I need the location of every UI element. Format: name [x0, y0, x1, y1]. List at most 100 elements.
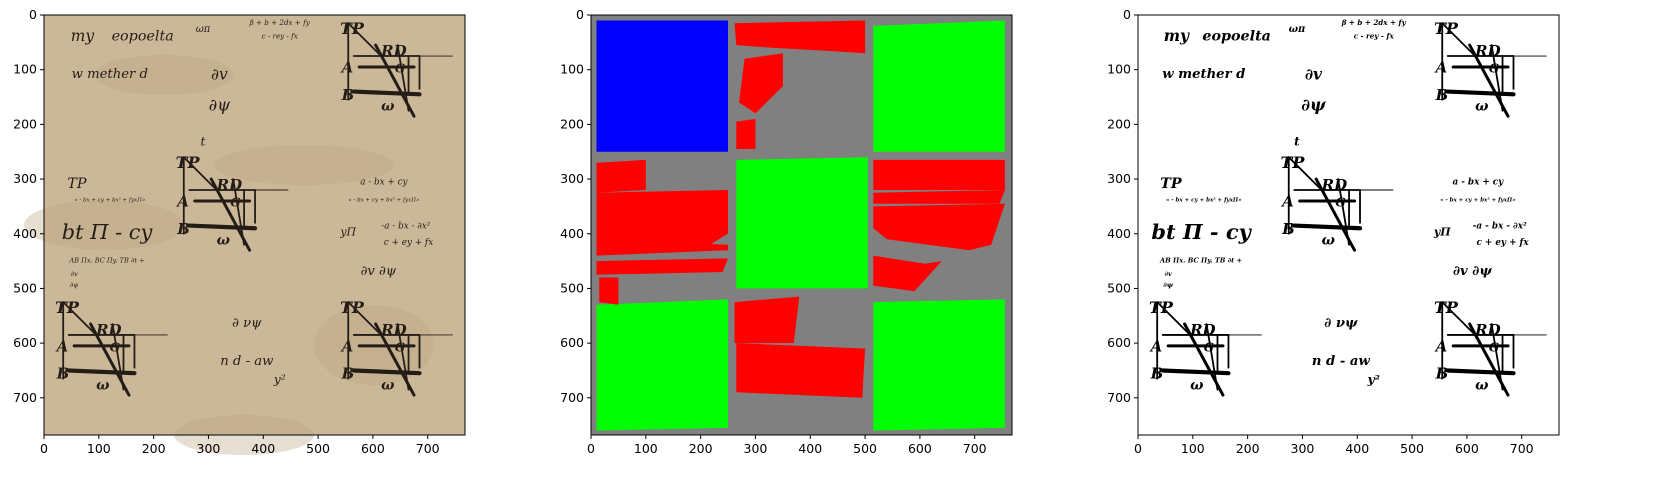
svg-text:G: G [1204, 340, 1214, 354]
svg-text:B: B [1281, 220, 1295, 238]
geometry-diagram: TP RD AB Gω [1434, 298, 1547, 397]
geometry-diagram: TP RD AB Gω [175, 153, 289, 252]
svg-text:ω: ω [1190, 378, 1204, 394]
y-tick-label: 700 [13, 390, 37, 405]
binarized-text: a - bx + cy [1452, 178, 1504, 188]
handwritten-text: my [71, 27, 95, 45]
handwritten-text: « - bx + cy + bx² + fyxΠ» [348, 197, 419, 204]
svg-text:A: A [1434, 58, 1448, 76]
svg-text:B: B [341, 86, 355, 104]
handwritten-text: w mether d [72, 67, 148, 82]
panel-binarized: my eopoelta ωπ β + b + 2dx + fy c - rey - fx… [1107, 7, 1560, 456]
handwritten-text: yΠ [339, 225, 356, 238]
mask-region-blue [596, 20, 728, 152]
svg-text:RD: RD [216, 176, 242, 194]
handwritten-text: t [201, 135, 206, 149]
mask-region-red [873, 159, 1005, 190]
x-tick-label: 200 [689, 441, 713, 456]
handwritten-text: β + b + 2dx + fy [249, 18, 311, 27]
svg-text:TP: TP [1281, 153, 1306, 172]
mask-region-green [873, 299, 1005, 431]
mask-region-red [873, 190, 1005, 204]
x-tick-label: 700 [1510, 441, 1534, 456]
handwritten-text: -a - bx - ∂x² [381, 221, 430, 231]
binarized-text: AB Πx. BC Πy. TB ∂t + [1159, 257, 1242, 265]
x-tick-label: 400 [798, 441, 822, 456]
y-tick-label: 100 [1107, 62, 1131, 77]
x-tick-label: 300 [1291, 441, 1315, 456]
binarized-text: β + b + 2dx + fy [1341, 18, 1407, 27]
y-tick-label: 600 [13, 335, 37, 350]
svg-text:RD: RD [1474, 321, 1500, 339]
svg-text:ω: ω [1475, 378, 1489, 394]
mask-region-green [596, 299, 728, 431]
x-tick-label: 100 [1181, 441, 1205, 456]
x-tick-label: 500 [853, 441, 877, 456]
binarized-text: w mether d [1162, 67, 1245, 82]
binarized-text: c - rey - fx [1354, 32, 1395, 41]
handwritten-text: eopoelta [112, 29, 174, 45]
x-tick-label: 500 [1400, 441, 1424, 456]
x-tick-label: 300 [744, 441, 768, 456]
geometry-diagram: TP RD AB Gω [1280, 153, 1394, 252]
y-tick-label: 0 [29, 7, 37, 22]
svg-text:ω: ω [1475, 99, 1489, 115]
binarized-text: n d - aw [1312, 354, 1371, 369]
svg-text:RD: RD [1321, 176, 1347, 194]
svg-text:RD: RD [380, 42, 406, 60]
svg-text:TP: TP [1434, 19, 1459, 38]
binarized-text: t [1294, 135, 1300, 149]
svg-text:A: A [340, 337, 354, 355]
y-tick-label: 100 [13, 62, 37, 77]
x-tick-label: 300 [197, 441, 221, 456]
y-tick-label: 300 [13, 171, 37, 186]
y-tick-label: 600 [560, 335, 584, 350]
svg-text:G: G [1335, 195, 1345, 209]
y-tick-label: 600 [1107, 335, 1131, 350]
binarized-text: ∂v ∂ψ [1453, 264, 1492, 279]
handwritten-text: ∂v [71, 270, 78, 278]
handwritten-text: n d - aw [220, 354, 274, 369]
handwritten-text: ∂v [211, 65, 228, 83]
x-tick-label: 100 [634, 441, 658, 456]
mask-region-red [739, 53, 783, 114]
x-tick-label: 100 [87, 441, 111, 456]
panel-manuscript: my eopoelta ωπ β + b + 2dx + fy c - rey - fx… [13, 7, 466, 456]
binarized-text: ∂v [1305, 65, 1323, 83]
axes-frame [1137, 14, 1560, 436]
handwritten-text: ∂ψ [70, 281, 79, 289]
handwritten-text: ωπ [196, 24, 211, 35]
y-tick-label: 400 [13, 226, 37, 241]
x-tick-label: 600 [908, 441, 932, 456]
mask-region-green [736, 157, 868, 289]
x-tick-label: 0 [587, 441, 595, 456]
binarized-text: eopoelta [1202, 29, 1271, 45]
binarized-text: bt Π - cy [1151, 219, 1252, 244]
y-tick-label: 100 [560, 62, 584, 77]
y-tick-label: 0 [1123, 7, 1131, 22]
svg-text:ω: ω [381, 99, 395, 115]
y-tick-label: 300 [560, 171, 584, 186]
svg-text:G: G [230, 195, 240, 209]
svg-text:A: A [1280, 192, 1294, 210]
mask-region-red [596, 190, 728, 251]
svg-text:A: A [175, 192, 189, 210]
svg-text:B: B [176, 220, 190, 238]
binarized-text: « - bx + cy + bx² + fyxΠ» [1166, 197, 1242, 204]
svg-text:B: B [1435, 365, 1449, 383]
geometry-diagram: TP RD AB Gω [340, 19, 453, 118]
svg-text:ω: ω [217, 233, 231, 249]
y-tick-label: 500 [13, 280, 37, 295]
binarized-text: ∂v [1164, 270, 1172, 278]
svg-text:A: A [340, 58, 354, 76]
mask-region-green [873, 20, 1005, 152]
mask-region-red [599, 277, 619, 305]
svg-text:B: B [1435, 86, 1449, 104]
x-tick-label: 200 [1236, 441, 1260, 456]
handwritten-text: ∂ νψ [232, 316, 262, 331]
svg-text:TP: TP [1434, 298, 1459, 317]
binarized-text: ωπ [1289, 24, 1306, 35]
y-tick-label: 500 [1107, 280, 1131, 295]
handwritten-text: bt Π - cy [62, 220, 154, 244]
